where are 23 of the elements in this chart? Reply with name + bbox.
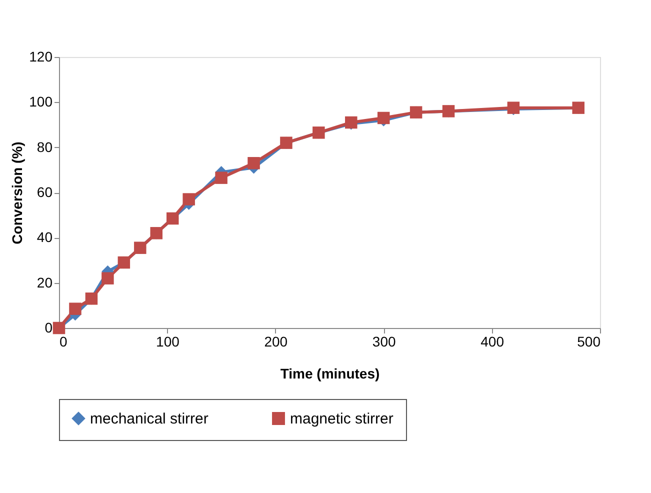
y-tick-label: 100 <box>29 94 53 110</box>
point <box>215 172 228 184</box>
x-tick-label: 100 <box>156 334 180 350</box>
x-tick-label: 400 <box>480 334 504 350</box>
y-tick-label: 0 <box>44 320 53 336</box>
point <box>69 302 82 315</box>
x-tick-label: 200 <box>264 334 288 350</box>
point <box>182 193 195 206</box>
x-tick-label: 300 <box>372 334 396 350</box>
x-tick-label: 500 <box>577 334 601 350</box>
y-tick-label: 120 <box>29 48 53 64</box>
y-tick-label: 80 <box>36 138 53 155</box>
x-tick-label: 0 <box>60 334 68 350</box>
y-tick-label: 60 <box>36 184 53 200</box>
y-tick-label: 20 <box>36 274 53 290</box>
y-tick-label: 40 <box>36 229 53 246</box>
point <box>377 112 390 124</box>
legend-label: magnetic stirrer <box>290 410 394 428</box>
legend-label: mechanical stirrer <box>90 410 208 428</box>
x-axis-title: Time (minutes) <box>280 366 380 382</box>
point <box>248 157 260 170</box>
y-axis-title: Conversion (%) <box>9 142 26 244</box>
point <box>102 272 114 284</box>
